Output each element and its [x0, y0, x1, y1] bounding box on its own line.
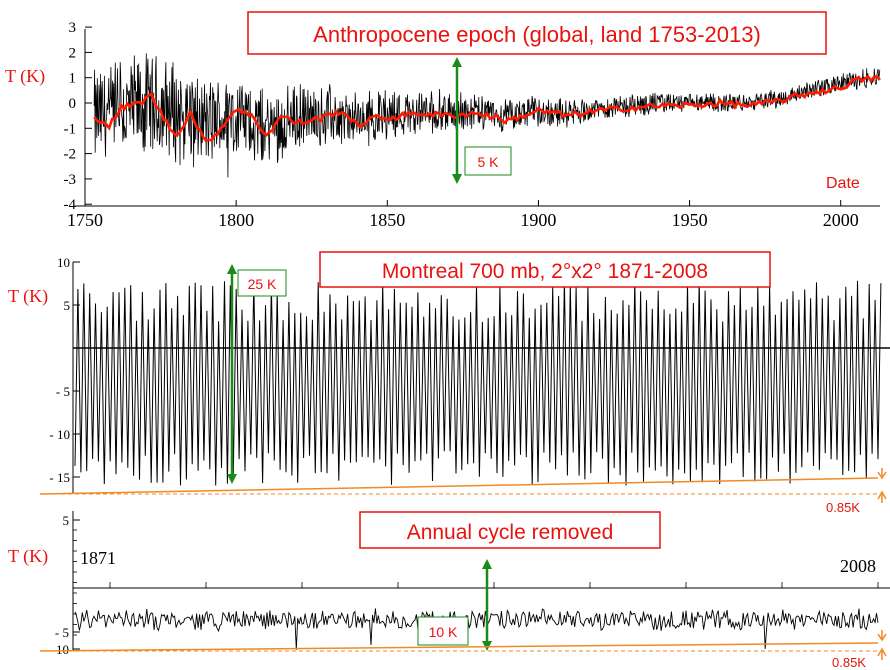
p3-y-ticks: 5 - 5 - 10: [48, 513, 80, 657]
p3-title: Annual cycle removed: [407, 521, 614, 544]
p1-y-tick-label: -4: [64, 197, 77, 213]
panel-anthropocene: 3 2 1 0 -1 -2 -3 -4 1750 1800 1850 1900 1950 2000 T …: [5, 11, 881, 230]
p2-scale-label: 25 K: [248, 276, 277, 292]
p3-scale-arrow-up: [482, 559, 492, 569]
p2-y-tick-label: - 15: [49, 470, 70, 485]
p1-scale-arrow-up: [452, 57, 462, 67]
p3-scale-box: [417, 616, 469, 646]
montreal-temperature-line: [74, 279, 882, 486]
p2-title-box: [319, 251, 771, 288]
p2-y-tick-label: - 5: [56, 384, 70, 399]
p2-y-ticks: 10 5 - 5 - 10 - 15: [49, 255, 80, 485]
p2-y-tick-label: 5: [64, 298, 71, 313]
p1-y-ticks: 3 2 1 0 -1 -2 -3 -4: [64, 20, 92, 213]
p3-title-box: [359, 511, 661, 549]
p1-x-ticks: 1750 1800 1850 1900 1950 2000: [67, 200, 859, 230]
p1-scale-arrow-down: [452, 174, 462, 184]
p1-x-tick-label: 1950: [672, 210, 708, 230]
p3-y-label: T (K): [8, 546, 48, 567]
p2-trend-line: [39, 477, 879, 495]
p3-y-tick-label: - 5: [55, 625, 69, 640]
p2-y-label: T (K): [8, 286, 48, 307]
p1-x-tick-label: 1800: [218, 210, 254, 230]
p2-trend-label: 0.85K: [826, 500, 860, 515]
p1-title-box: [247, 11, 827, 55]
global-temperature-series: [93, 53, 881, 178]
p3-end-label: 2008: [840, 556, 876, 576]
anomaly-line: [74, 608, 879, 650]
p3-scale-label: 10 K: [429, 624, 458, 640]
p3-trend-label: 0.85K: [832, 655, 866, 670]
p1-y-tick-label: 2: [69, 45, 77, 61]
anomaly-series: [74, 608, 879, 650]
p2-trend-arrow-up: [877, 490, 887, 503]
p1-y-tick-label: 1: [69, 71, 77, 87]
p3-start-label: 1871: [80, 548, 116, 568]
smoothed-temperature-line: [93, 74, 881, 143]
p3-trend-line: [39, 642, 879, 652]
p1-x-tick-label: 1750: [67, 210, 103, 230]
p3-trend-arrow-down: [877, 630, 887, 642]
montreal-temperature-series: [74, 279, 882, 486]
p2-scale-arrow-down: [227, 474, 237, 484]
p1-scale-label: 5 K: [477, 154, 499, 170]
p1-scale-box: [464, 146, 512, 176]
p1-y-tick-label: -2: [64, 147, 77, 163]
p3-y-tick-label: 5: [63, 513, 70, 528]
p1-y-tick-label: -1: [64, 121, 77, 137]
p1-y-tick-label: -3: [64, 172, 77, 188]
p1-x-tick-label: 1900: [520, 210, 556, 230]
panel-annual-cycle-removed: 5 - 5 - 10 T (K) 1871 2008 Annual cycle re…: [8, 511, 890, 670]
p3-trend-arrow-up: [877, 647, 887, 660]
p2-scale-box: [237, 269, 287, 297]
p1-x-label: Date: [826, 175, 860, 192]
p3-x-ticks: [109, 582, 879, 588]
p1-title: Anthropocene epoch (global, land 1753-20…: [313, 22, 761, 47]
p1-y-label: T (K): [5, 66, 45, 87]
p1-x-tick-label: 1850: [369, 210, 405, 230]
p3-y-tick-label: - 10: [48, 642, 69, 657]
p2-y-tick-label: 10: [57, 255, 70, 270]
p2-trend-arrow-down: [877, 468, 887, 480]
p1-y-tick-label: 3: [69, 20, 77, 36]
p1-y-tick-label: 0: [69, 96, 77, 112]
p2-y-tick-label: - 10: [49, 427, 70, 442]
p2-title: Montreal 700 mb, 2°x2° 1871-2008: [382, 260, 708, 283]
p2-scale-arrow-up: [227, 264, 237, 274]
p1-x-tick-label: 2000: [823, 210, 859, 230]
panel-montreal: 10 5 - 5 - 10 - 15 T (K) Montreal 700 mb, 2°…: [8, 251, 890, 515]
